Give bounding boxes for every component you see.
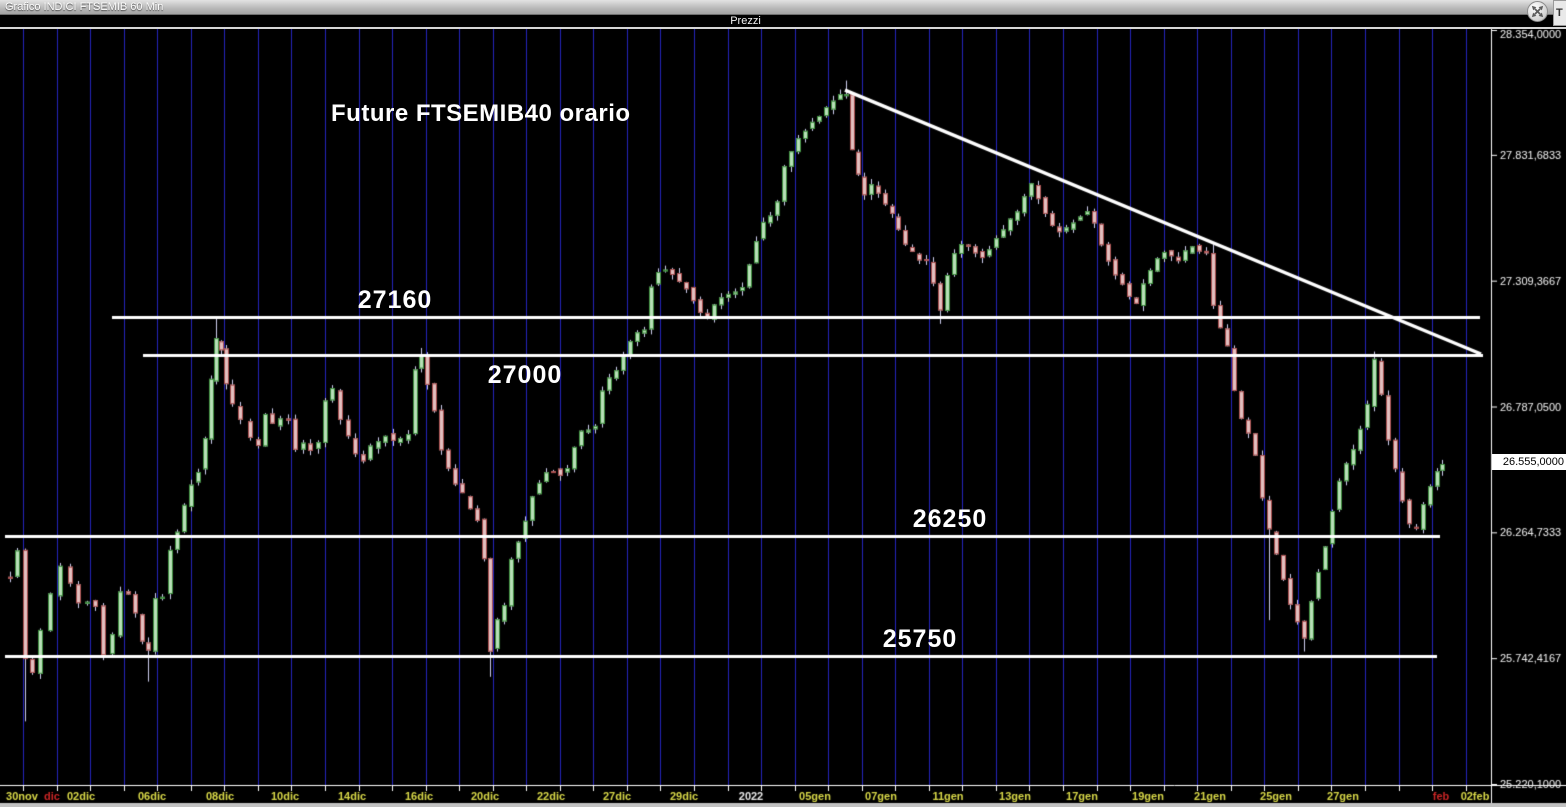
level-label-26250: 26250 bbox=[912, 504, 988, 533]
partial-edge-button[interactable]: T bbox=[1553, 0, 1566, 26]
expand-arrows-icon bbox=[1530, 4, 1545, 19]
window-title: Grafico INDICI FTSEMIB 60 Min bbox=[5, 1, 164, 13]
expand-button[interactable] bbox=[1527, 1, 1548, 22]
level-label-27160: 27160 bbox=[357, 285, 433, 314]
pane-header: Prezzi bbox=[0, 15, 1566, 29]
level-label-25750: 25750 bbox=[882, 625, 958, 654]
level-label-27000: 27000 bbox=[487, 361, 563, 390]
current-price-tag: 26.555,0000 bbox=[1492, 454, 1566, 471]
window-titlebar[interactable]: Grafico INDICI FTSEMIB 60 Min bbox=[0, 0, 1566, 15]
chart-annotation-title: Future FTSEMIB40 orario bbox=[331, 100, 631, 127]
pane-title-prezzi: Prezzi bbox=[730, 15, 761, 27]
price-chart-canvas[interactable] bbox=[0, 29, 1566, 807]
